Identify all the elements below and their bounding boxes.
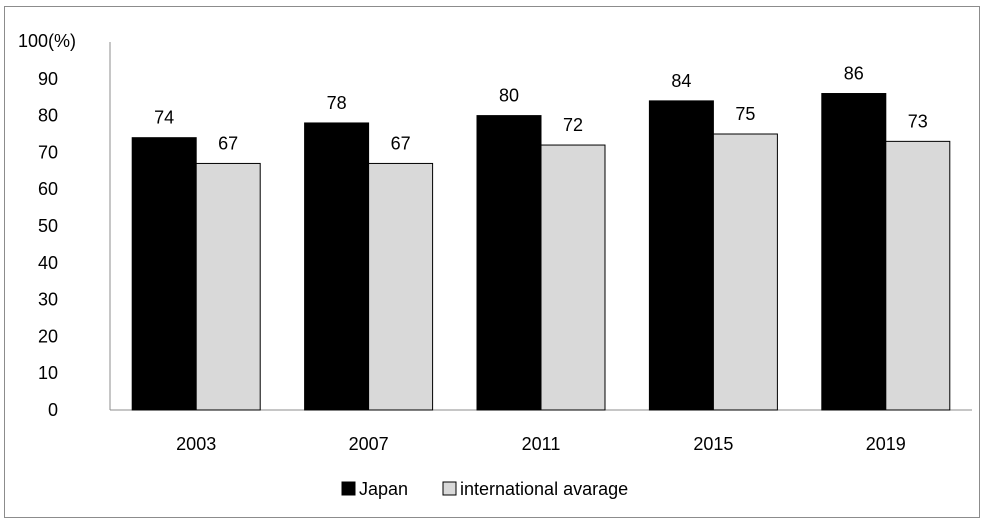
legend-swatch-japan [341, 481, 356, 496]
y-tick-label: 40 [38, 253, 58, 273]
y-tick-label: 20 [38, 326, 58, 346]
data-label: 73 [908, 111, 928, 131]
data-label: 78 [327, 93, 347, 113]
y-tick-label: 60 [38, 179, 58, 199]
x-tick-label: 2003 [176, 434, 216, 454]
x-tick-label: 2011 [522, 434, 561, 454]
data-labels: 74 67 78 67 80 72 84 75 86 73 [154, 64, 928, 154]
bar-japan-2003 [131, 137, 197, 411]
x-tick-label: 2019 [866, 434, 906, 454]
data-label: 75 [735, 104, 755, 124]
legend-label: international avarage [460, 479, 628, 499]
data-label: 84 [671, 71, 691, 91]
bar-international-avarage-2019 [885, 140, 951, 411]
y-axis: 0 10 20 30 40 50 60 70 80 90 100(%) [18, 31, 111, 420]
y-tick-label: 10 [38, 363, 58, 383]
bar-japan-2007 [304, 122, 370, 411]
y-unit-label: 100(%) [18, 31, 76, 51]
x-axis: 2003 2007 2011 2015 2019 [110, 409, 972, 454]
data-label: 67 [218, 133, 238, 153]
x-tick-label: 2015 [693, 434, 733, 454]
x-tick-label: 2007 [349, 434, 389, 454]
bar-japan-2011 [476, 115, 542, 411]
bar-international-avarage-2011 [540, 144, 606, 411]
y-tick-label: 90 [38, 69, 58, 89]
bar-international-avarage-2003 [195, 162, 261, 411]
y-tick-label: 30 [38, 290, 58, 310]
bar-international-avarage-2007 [368, 162, 434, 411]
data-label: 86 [844, 64, 864, 84]
bar-japan-2019 [821, 93, 887, 411]
bars [131, 93, 951, 411]
legend-label: Japan [359, 479, 408, 499]
data-label: 80 [499, 86, 519, 106]
y-tick-label: 70 [38, 142, 58, 162]
y-tick-label: 0 [48, 400, 58, 420]
data-label: 74 [154, 108, 174, 128]
legend-swatch-international-avarage [442, 481, 457, 496]
bar-international-avarage-2015 [712, 133, 778, 411]
data-label: 72 [563, 115, 583, 135]
y-tick-label: 80 [38, 106, 58, 126]
data-label: 67 [391, 133, 411, 153]
legend: Japan international avarage [341, 479, 628, 499]
y-tick-label: 50 [38, 216, 58, 236]
bar-japan-2015 [648, 100, 714, 411]
